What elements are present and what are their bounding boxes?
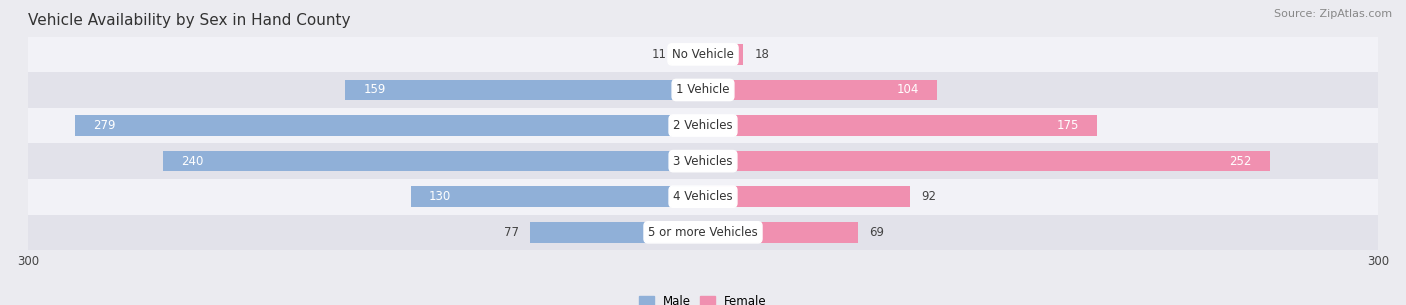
Text: 5 or more Vehicles: 5 or more Vehicles [648, 226, 758, 239]
Text: Vehicle Availability by Sex in Hand County: Vehicle Availability by Sex in Hand Coun… [28, 13, 350, 28]
Bar [28, 37, 1378, 72]
Text: 11: 11 [652, 48, 666, 61]
Bar [76, 115, 703, 136]
Text: 4 Vehicles: 4 Vehicles [673, 190, 733, 203]
Text: 3 Vehicles: 3 Vehicles [673, 155, 733, 168]
Bar [678, 44, 703, 65]
Text: 240: 240 [181, 155, 204, 168]
Text: 175: 175 [1056, 119, 1078, 132]
Text: 279: 279 [93, 119, 115, 132]
Bar [530, 222, 703, 243]
Bar [703, 80, 936, 100]
Text: 104: 104 [897, 84, 920, 96]
Bar [411, 186, 703, 207]
Bar [703, 151, 1270, 171]
Text: Source: ZipAtlas.com: Source: ZipAtlas.com [1274, 9, 1392, 19]
Text: 2 Vehicles: 2 Vehicles [673, 119, 733, 132]
Text: 1 Vehicle: 1 Vehicle [676, 84, 730, 96]
Legend: Male, Female: Male, Female [634, 290, 772, 305]
Bar [703, 186, 910, 207]
Bar [163, 151, 703, 171]
Bar [28, 108, 1378, 143]
Text: 77: 77 [503, 226, 519, 239]
Text: 130: 130 [429, 190, 451, 203]
Text: 18: 18 [755, 48, 769, 61]
Bar [703, 222, 858, 243]
Text: No Vehicle: No Vehicle [672, 48, 734, 61]
Text: 69: 69 [869, 226, 884, 239]
Text: 92: 92 [921, 190, 936, 203]
Bar [28, 179, 1378, 214]
Bar [703, 44, 744, 65]
Text: 252: 252 [1229, 155, 1251, 168]
Bar [28, 214, 1378, 250]
Bar [703, 115, 1097, 136]
Bar [28, 72, 1378, 108]
Bar [346, 80, 703, 100]
Text: 159: 159 [363, 84, 385, 96]
Bar [28, 143, 1378, 179]
